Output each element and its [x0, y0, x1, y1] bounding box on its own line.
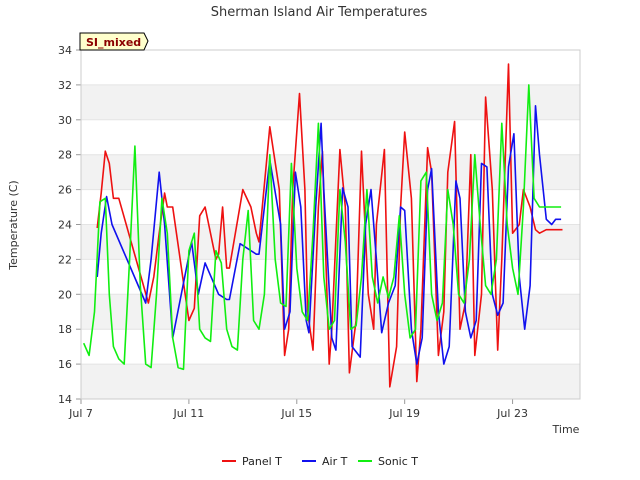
- y-tick-label: 20: [58, 288, 72, 301]
- x-tick-label: Jul 19: [388, 407, 420, 420]
- y-tick-label: 32: [58, 79, 72, 92]
- x-tick-label: Jul 23: [496, 407, 528, 420]
- x-axis-title: Time: [552, 423, 580, 436]
- series-lines: [82, 63, 563, 388]
- y-tick-label: 34: [58, 44, 72, 57]
- grid-band: [81, 84, 580, 120]
- badge-label: SI_mixed: [86, 36, 141, 49]
- y-tick-label: 26: [58, 184, 72, 197]
- chart-title: Sherman Island Air Temperatures: [211, 5, 428, 20]
- legend-label: Air T: [322, 455, 348, 468]
- y-axis-title: Temperature (C): [7, 180, 20, 270]
- x-tick-label: Jul 7: [68, 407, 93, 420]
- y-tick-label: 24: [58, 219, 72, 232]
- y-tick-label: 28: [58, 149, 72, 162]
- grid-band: [81, 154, 580, 190]
- plot-frame: [80, 49, 581, 400]
- mixed-badge: SI_mixed: [79, 32, 149, 51]
- y-tick-label: 14: [58, 393, 72, 406]
- y-tick-label: 16: [58, 358, 72, 371]
- x-tick-label: Jul 15: [280, 407, 312, 420]
- badge-shape: [79, 32, 149, 51]
- y-tick-label: 18: [58, 323, 72, 336]
- legend-label: Sonic T: [378, 455, 418, 468]
- grid-band: [81, 364, 580, 399]
- y-tick-label: 30: [58, 114, 72, 127]
- legend: Panel T Air T Sonic T: [222, 455, 418, 468]
- y-tick-label: 22: [58, 253, 72, 266]
- x-tick-label: Jul 11: [173, 407, 205, 420]
- x-axis: Jul 7 Jul 11 Jul 15 Jul 19 Jul 23: [68, 399, 528, 420]
- series-line-sonic-t: [82, 84, 562, 371]
- y-axis: 14 16 18 20 22 24 26 28 30 32 34: [58, 44, 81, 406]
- legend-label: Panel T: [242, 455, 282, 468]
